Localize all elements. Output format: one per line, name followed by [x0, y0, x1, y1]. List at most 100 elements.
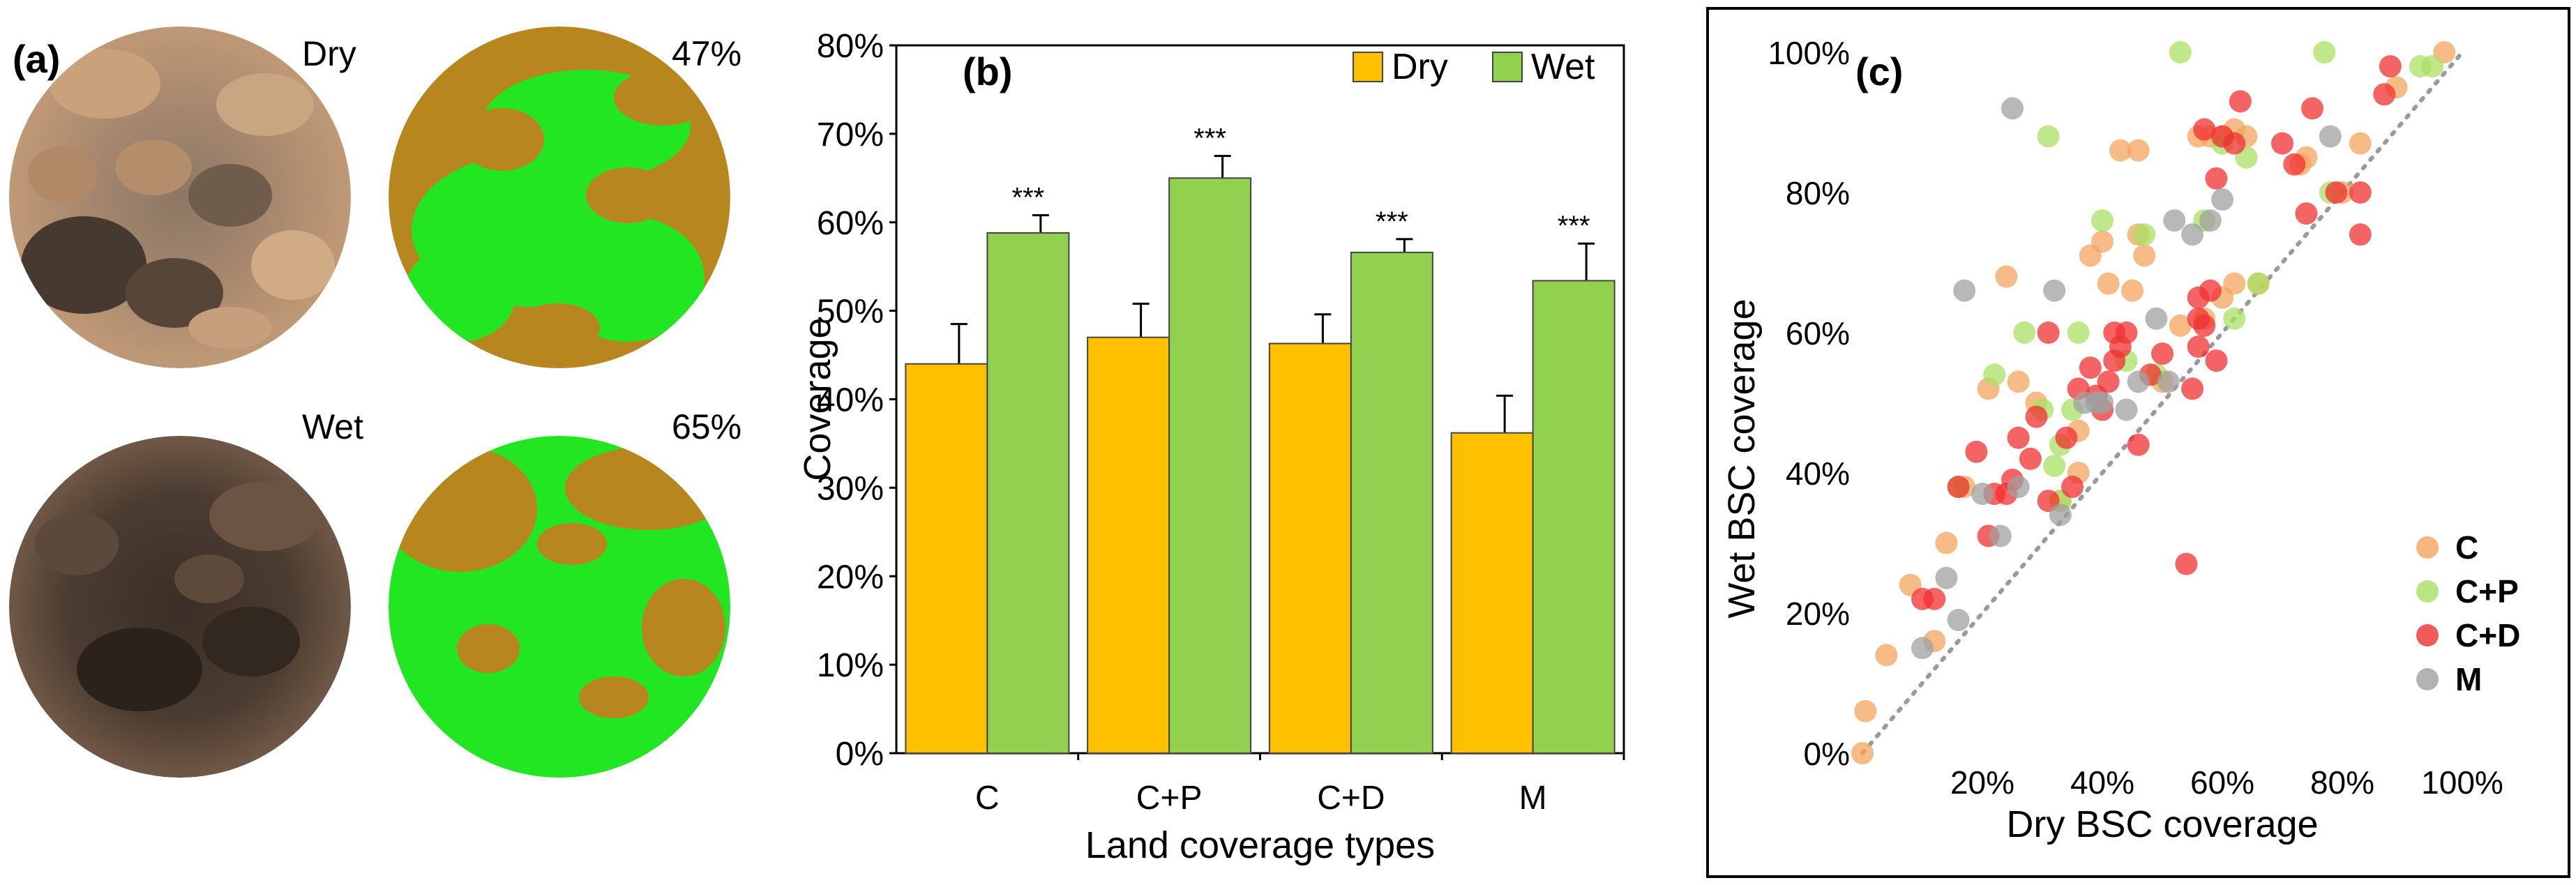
dry-coverage-caption: 47%: [672, 34, 742, 73]
scatter-point-c-d: [2373, 83, 2396, 106]
scatter-point-c-d: [2301, 97, 2323, 120]
scatter-point-c-p: [2091, 209, 2114, 232]
panel-a-photos: [9, 27, 730, 778]
legend-label-dry: Dry: [1392, 47, 1448, 87]
scatter-point-c-d: [2151, 342, 2174, 365]
scatter-point-c: [2007, 370, 2030, 393]
legend-swatch-dry: [1353, 52, 1383, 82]
y-tick-label: 40%: [817, 382, 884, 419]
wet-soil-photo: [9, 436, 351, 778]
dry-soil-photo: [9, 27, 351, 368]
scatter-point-c-d: [2223, 132, 2246, 155]
scatter-point-c-p: [2313, 41, 2336, 63]
legend-swatch-wet: [1492, 52, 1523, 82]
scatter-point-c-d: [2349, 181, 2372, 204]
wet-coverage-caption: 65%: [672, 407, 742, 446]
scatter-point-c: [1935, 531, 1958, 554]
scatter-point-c-d: [2025, 405, 2048, 428]
scatter-point-c-d: [2061, 476, 2084, 499]
scatter-point-c: [1851, 742, 1874, 764]
scatter-point-c: [2109, 139, 2132, 162]
scatter-point-c-d: [2019, 447, 2042, 470]
scatter-point-c-d: [2379, 55, 2402, 78]
y-tick-label: 30%: [817, 470, 884, 507]
y-tick-label: 0%: [1804, 736, 1850, 772]
scatter-point-m: [1989, 524, 2012, 547]
scatter-point-m: [2007, 476, 2030, 499]
legend-label-m: M: [2455, 661, 2482, 697]
panel-a-label: (a): [13, 37, 61, 81]
x-tick-label: C+P: [1136, 780, 1203, 817]
scatter-point-m: [2199, 209, 2222, 232]
scatter-point-c-d: [2115, 322, 2138, 344]
legend-marker-c-d: [2416, 624, 2439, 646]
scatter-point-c-p: [2133, 223, 2156, 246]
scatter-point-c: [2097, 272, 2120, 295]
scatter-point-c-d: [2325, 181, 2348, 204]
scatter-point-c-d: [2205, 349, 2228, 372]
y-axis-label: Coverage: [797, 317, 838, 481]
x-tick-label: 80%: [2310, 764, 2374, 801]
x-tick-label: M: [1519, 780, 1547, 817]
significance-marker: ***: [1376, 206, 1408, 237]
scatter-point-c-d: [2127, 433, 2150, 456]
bar-wet-m: [1532, 280, 1615, 754]
scatter-point-m: [2043, 279, 2066, 302]
scatter-point-c: [2223, 272, 2246, 295]
y-tick-label: 70%: [817, 116, 884, 153]
y-tick-label: 20%: [817, 559, 884, 596]
bar-dry-c-d: [1268, 342, 1352, 755]
x-tick-label: 60%: [2190, 764, 2254, 801]
legend-label-c-d: C+D: [2455, 617, 2520, 653]
scatter-point-c: [2349, 132, 2372, 155]
y-tick-label: 100%: [1768, 35, 1850, 71]
scatter-point-c-d: [2187, 335, 2210, 358]
scatter-point-c-d: [2175, 552, 2198, 575]
significance-marker: ***: [1558, 211, 1590, 241]
scatter-point-m: [1953, 279, 1976, 302]
x-tick-label: 20%: [1950, 764, 2014, 801]
x-axis-label: Dry BSC coverage: [2006, 803, 2318, 845]
wet-segmentation-image: [389, 436, 730, 778]
scatter-point-c-p: [2067, 322, 2090, 344]
x-tick-label: C: [975, 780, 1000, 817]
scatter-point-m: [1911, 637, 1934, 660]
scatter-point-c-d: [2283, 153, 2306, 176]
scatter-point-m: [2091, 391, 2114, 414]
scatter-point-c-d: [1923, 587, 1946, 610]
bar-wet-c: [986, 232, 1070, 755]
y-tick-label: 80%: [1786, 175, 1850, 211]
scatter-point-c-d: [2187, 286, 2210, 309]
scatter-point-c-p: [2043, 454, 2066, 477]
scatter-point-c-d: [2295, 202, 2318, 225]
legend-label-c-p: C+P: [2455, 573, 2519, 610]
scatter-point-c-p: [2247, 272, 2270, 295]
scatter-point-c-d: [2193, 118, 2216, 141]
x-tick-label: C+D: [1317, 780, 1385, 817]
dry-caption: Dry: [302, 34, 356, 73]
x-tick-label: 100%: [2421, 764, 2503, 801]
panel-b-label: (b): [963, 50, 1013, 93]
legend-marker-c-p: [2416, 580, 2439, 603]
scatter-point-c-p: [2013, 322, 2036, 344]
scatter-point-m: [2157, 370, 2180, 393]
scatter-point-m: [2163, 209, 2186, 232]
scatter-point-m: [2115, 398, 2138, 421]
significance-marker: ***: [1012, 183, 1045, 213]
wet-caption: Wet: [302, 407, 363, 446]
bar-dry-c-p: [1087, 336, 1170, 754]
scatter-point-c-d: [2097, 370, 2120, 393]
y-tick-label: 50%: [817, 294, 884, 331]
bar-wet-c-p: [1168, 177, 1252, 754]
x-tick-label: 40%: [2070, 764, 2134, 801]
bar-dry-c: [905, 363, 988, 754]
significance-marker: ***: [1193, 123, 1226, 154]
y-tick-label: 40%: [1786, 455, 1850, 492]
x-axis-label: Land coverage types: [1085, 824, 1435, 866]
scatter-point-c: [2121, 279, 2144, 302]
scatter-point-c: [1854, 699, 1877, 723]
scatter-point-c-p: [1983, 363, 2006, 386]
scatter-point-m: [2001, 97, 2024, 120]
y-tick-label: 20%: [1786, 596, 1850, 632]
scatter-point-c-d: [2229, 90, 2252, 113]
